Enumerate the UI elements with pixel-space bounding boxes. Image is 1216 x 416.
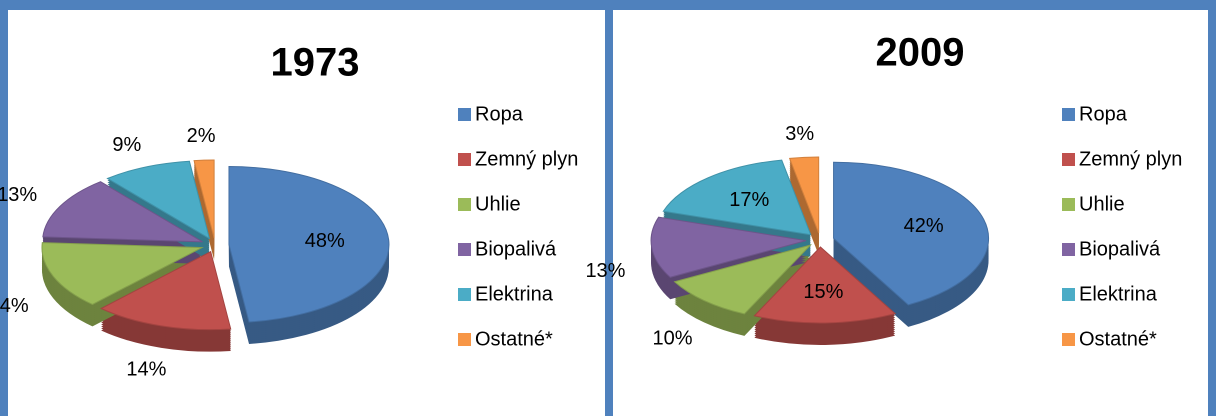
legend-swatch xyxy=(458,333,471,346)
legend-swatch xyxy=(458,108,471,121)
data-label: 13% xyxy=(0,184,37,206)
legend-swatch xyxy=(1062,333,1075,346)
legend-label: Elektrina xyxy=(475,283,554,305)
data-label: 42% xyxy=(904,215,944,237)
legend-label: Biopalivá xyxy=(1079,238,1161,260)
data-label: 13% xyxy=(585,260,625,282)
legend-label: Ropa xyxy=(475,103,524,125)
legend-swatch xyxy=(1062,153,1075,166)
legend-swatch xyxy=(1062,288,1075,301)
legend-swatch xyxy=(458,153,471,166)
legend-swatch xyxy=(1062,198,1075,211)
legend-swatch xyxy=(1062,243,1075,256)
legend-label: Ostatné* xyxy=(1079,328,1157,350)
legend-label: Elektrina xyxy=(1079,283,1158,305)
legend-swatch xyxy=(458,243,471,256)
data-label: 10% xyxy=(652,327,692,349)
slice xyxy=(753,246,897,324)
slice xyxy=(106,160,211,240)
slice xyxy=(228,166,390,323)
data-label: 2% xyxy=(187,125,216,147)
legend-label: Zemný plyn xyxy=(475,148,578,170)
legend-swatch xyxy=(1062,108,1075,121)
slice xyxy=(662,159,812,236)
data-label: 17% xyxy=(729,189,769,211)
data-label: 3% xyxy=(785,123,814,145)
data-label: 14% xyxy=(0,295,29,317)
data-label: 48% xyxy=(305,230,345,252)
data-label: 15% xyxy=(803,281,843,303)
slice xyxy=(193,159,215,239)
chart-title: 2009 xyxy=(876,31,965,75)
legend-label: Uhlie xyxy=(1079,193,1125,215)
data-label: 14% xyxy=(126,358,166,380)
data-label: 9% xyxy=(112,134,141,156)
legend-swatch xyxy=(458,288,471,301)
legend-label: Uhlie xyxy=(475,193,521,215)
legend-label: Zemný plyn xyxy=(1079,148,1182,170)
slice xyxy=(788,156,820,234)
legend-label: Biopalivá xyxy=(475,238,557,260)
legend-label: Ostatné* xyxy=(475,328,553,350)
slice xyxy=(42,181,203,243)
chart-title: 1973 xyxy=(271,41,360,85)
slice xyxy=(41,242,204,305)
slice xyxy=(673,244,813,315)
slice xyxy=(833,161,990,306)
legend-label: Ropa xyxy=(1079,103,1128,125)
slice xyxy=(100,250,232,331)
slice xyxy=(650,216,807,278)
legend-swatch xyxy=(458,198,471,211)
